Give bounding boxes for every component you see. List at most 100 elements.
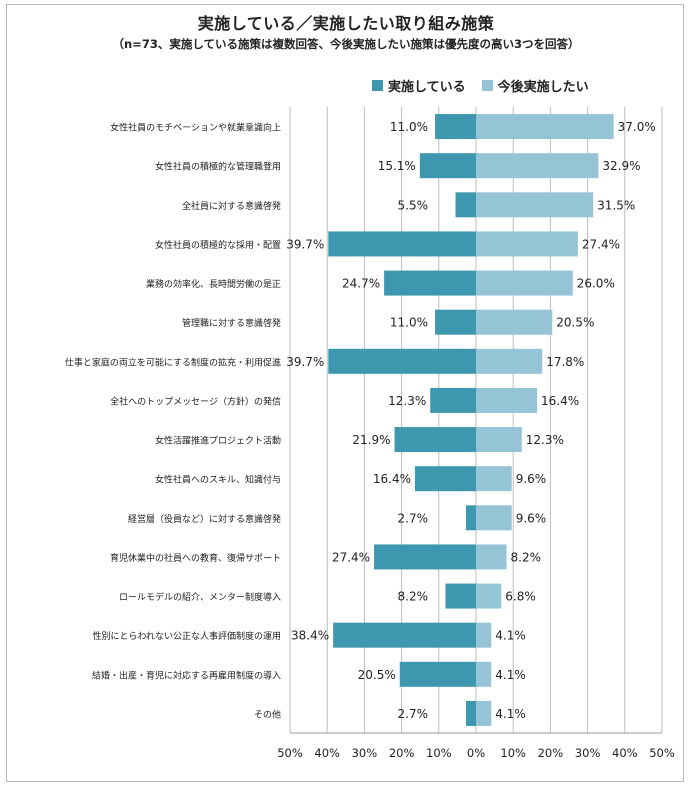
x-tick-label-2: 30%: [352, 746, 378, 760]
bar-future-7: [476, 387, 538, 413]
data-label-future-14: 4.1%: [495, 668, 526, 682]
bar-future-3: [476, 231, 578, 257]
x-tick-label-3: 20%: [389, 746, 415, 760]
category-label-15: その他: [254, 708, 281, 720]
data-label-future-0: 37.0%: [618, 120, 656, 134]
data-label-future-11: 8.2%: [511, 550, 542, 564]
category-label-1: 女性社員の積極的な管理職登用: [155, 161, 281, 173]
category-label-13: 性別にとらわれない公正な人事評価制度の運用: [92, 630, 281, 642]
data-label-implemented-4: 24.7%: [342, 277, 380, 291]
bar-future-8: [476, 427, 522, 453]
bar-future-2: [476, 192, 594, 218]
bar-future-0: [476, 114, 614, 140]
data-label-implemented-14: 20.5%: [358, 668, 396, 682]
x-tick-label-7: 20%: [538, 746, 564, 760]
bar-implemented-1: [419, 153, 476, 179]
data-label-future-10: 9.6%: [516, 511, 547, 525]
bar-implemented-11: [374, 544, 476, 570]
bar-implemented-14: [399, 661, 476, 687]
bar-implemented-7: [430, 387, 476, 413]
data-label-implemented-10: 2.7%: [398, 511, 429, 525]
bar-implemented-15: [465, 700, 476, 726]
data-label-implemented-12: 8.2%: [398, 590, 429, 604]
data-label-future-13: 4.1%: [495, 629, 526, 643]
category-label-6: 仕事と家庭の両立を可能にする制度の拡充・利用促進: [65, 356, 281, 368]
bar-implemented-2: [455, 192, 476, 218]
category-label-0: 女性社員のモチベーションや就業意識向上: [110, 122, 281, 134]
data-label-implemented-13: 38.4%: [291, 629, 329, 643]
data-label-future-4: 26.0%: [577, 277, 615, 291]
legend-item-future: 今後実施したい: [481, 76, 589, 95]
bar-implemented-13: [333, 622, 476, 648]
data-label-future-1: 32.9%: [602, 159, 640, 173]
x-tick-label-8: 30%: [575, 746, 601, 760]
chart-legend: 実施している 今後実施したい: [372, 76, 605, 95]
bar-future-6: [476, 348, 543, 374]
data-label-implemented-8: 21.9%: [352, 433, 390, 447]
bar-future-4: [476, 270, 573, 296]
data-label-implemented-0: 11.0%: [390, 120, 428, 134]
legend-swatch-future: [481, 80, 493, 91]
bar-implemented-4: [384, 270, 476, 296]
bar-future-5: [476, 309, 553, 335]
category-label-10: 経営層（役員など）に対する意識啓発: [128, 513, 281, 525]
category-label-12: ロールモデルの紹介、メンター制度導入: [119, 591, 281, 603]
bar-implemented-10: [465, 505, 476, 531]
bar-future-11: [476, 544, 507, 570]
category-label-5: 管理職に対する意識啓発: [182, 317, 281, 329]
data-label-implemented-3: 39.7%: [286, 237, 324, 251]
data-label-future-12: 6.8%: [505, 590, 536, 604]
x-tick-label-9: 40%: [612, 746, 638, 760]
category-label-3: 女性社員の積極的な採用・配置: [155, 239, 281, 251]
data-label-implemented-2: 5.5%: [398, 198, 429, 212]
bar-future-9: [476, 466, 512, 492]
category-label-8: 女性活躍推進プロジェクト活動: [155, 435, 281, 447]
x-tick-label-0: 50%: [277, 746, 303, 760]
legend-item-implemented: 実施している: [372, 76, 466, 95]
data-label-future-8: 12.3%: [526, 433, 564, 447]
data-label-implemented-1: 15.1%: [378, 159, 416, 173]
bar-implemented-5: [435, 309, 476, 335]
category-label-11: 育児休業中の社員への教育、復帰サポート: [110, 552, 281, 564]
data-label-future-2: 31.5%: [597, 198, 635, 212]
data-label-future-5: 20.5%: [556, 316, 594, 330]
data-label-implemented-15: 2.7%: [398, 707, 429, 721]
data-label-future-6: 17.8%: [546, 355, 584, 369]
data-label-future-3: 27.4%: [582, 237, 620, 251]
legend-label-future: 今後実施したい: [497, 80, 589, 95]
data-label-future-15: 4.1%: [495, 707, 526, 721]
data-label-implemented-7: 12.3%: [388, 394, 426, 408]
data-label-future-9: 9.6%: [516, 472, 547, 486]
chart-subtitle: （n=73、実施している施策は複数回答、今後実施したい施策は優先度の高い3つを回…: [112, 37, 580, 51]
bar-future-13: [476, 622, 492, 648]
bar-future-1: [476, 153, 599, 179]
legend-label-implemented: 実施している: [388, 80, 466, 95]
bar-implemented-6: [328, 348, 476, 374]
category-label-2: 全社員に対する意識啓発: [182, 200, 281, 212]
data-label-future-7: 16.4%: [541, 394, 579, 408]
bar-implemented-9: [414, 466, 476, 492]
data-label-implemented-6: 39.7%: [286, 355, 324, 369]
chart-title: 実施している／実施したい取り組み施策: [197, 14, 495, 33]
category-label-9: 女性社員へのスキル、知識付与: [155, 474, 281, 486]
bar-future-10: [476, 505, 512, 531]
bar-future-12: [476, 583, 502, 609]
bar-implemented-12: [445, 583, 476, 609]
bar-implemented-0: [435, 114, 476, 140]
category-label-14: 結婚・出産・育児に対応する再雇用制度の導入: [92, 669, 281, 681]
x-tick-label-6: 10%: [500, 746, 526, 760]
x-tick-label-1: 40%: [314, 746, 340, 760]
bar-future-14: [476, 661, 492, 687]
x-tick-label-10: 50%: [649, 746, 675, 760]
data-label-implemented-11: 27.4%: [332, 550, 370, 564]
legend-swatch-implemented: [372, 80, 383, 91]
bar-implemented-8: [394, 427, 476, 453]
data-label-implemented-9: 16.4%: [373, 472, 411, 486]
x-tick-label-5: 0%: [467, 746, 485, 760]
data-label-implemented-5: 11.0%: [390, 316, 428, 330]
category-label-7: 全社へのトップメッセージ（方針）の発信: [110, 395, 281, 407]
bar-implemented-3: [328, 231, 476, 257]
bar-future-15: [476, 700, 492, 726]
category-label-4: 業務の効率化、長時間労働の是正: [146, 278, 281, 290]
